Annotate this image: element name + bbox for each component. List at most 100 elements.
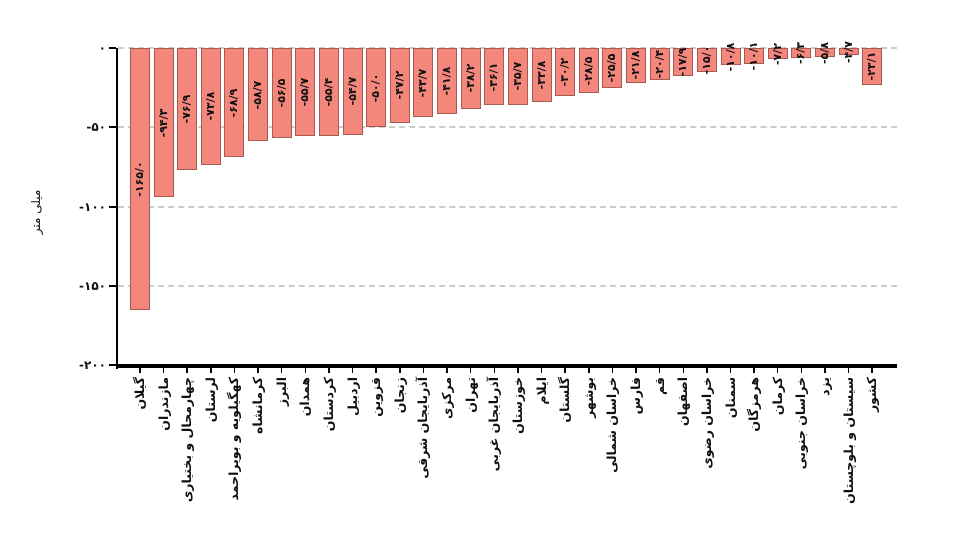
y-tick-label: -۱۵۰: [79, 278, 106, 293]
x-tick-label: سمنان: [722, 377, 738, 419]
x-tick-label: فارس: [628, 377, 644, 415]
bar: [791, 48, 812, 58]
x-tick-label: مرکزی: [439, 377, 455, 420]
x-tick-label: خراسان جنوبی: [793, 377, 809, 470]
x-tick-mark: [871, 367, 873, 373]
y-tick-label: -۱۰۰: [79, 199, 106, 214]
x-tick-label: چهارمحال و بختیاری: [179, 377, 195, 503]
x-tick-label: قزوین: [368, 377, 384, 417]
x-tick-mark: [446, 367, 448, 373]
bar-value-label: -۱۰/۱: [747, 41, 761, 71]
gridline: [118, 47, 897, 49]
bar-value-label: -۵۴/۷: [345, 76, 359, 106]
y-tick-mark: [109, 47, 116, 49]
x-tick-mark: [776, 367, 779, 373]
x-tick-label: اردبیل: [344, 377, 360, 416]
x-tick-label: ایلام: [533, 377, 549, 405]
x-tick-mark: [588, 367, 590, 373]
bar-value-label: -۵۸/۷: [251, 80, 265, 109]
bar: [224, 48, 245, 158]
x-tick-label: خراسان شمالی: [604, 377, 620, 473]
x-tick-label: زنجان: [391, 377, 407, 414]
bar: [130, 48, 150, 310]
x-tick-mark: [706, 367, 708, 373]
x-tick-label: هرمزگان: [746, 377, 762, 432]
bar: [342, 48, 363, 135]
x-tick-mark: [635, 367, 637, 373]
bar-value-label: -۳۳/۸: [534, 60, 548, 90]
bar-value-label: -۷/۲: [770, 42, 784, 65]
x-tick-mark: [847, 367, 850, 373]
x-tick-mark: [493, 367, 496, 373]
bar-value-label: -۳۶/۱: [487, 62, 501, 91]
x-tick-label: آذربایجان شرقی: [415, 377, 431, 479]
bar: [767, 48, 788, 60]
y-tick-label: ۰: [98, 41, 106, 55]
bar-value-label: -۱۰/۸: [723, 42, 737, 71]
gridline: [118, 284, 897, 287]
bar: [602, 48, 623, 89]
bar-value-label: -۶/۳: [794, 41, 808, 64]
x-tick-label: کهگیلویه و بویراحمد: [226, 377, 242, 501]
y-axis-line: [115, 48, 118, 369]
x-tick-label: قم: [651, 377, 667, 395]
x-tick-mark: [540, 367, 543, 373]
bar-value-label: -۴۷/۲: [392, 71, 406, 100]
bar: [673, 48, 694, 77]
x-axis-line: [115, 363, 897, 368]
y-axis-title: میلی متر: [29, 189, 43, 235]
x-tick-label: مازندران: [155, 377, 171, 431]
bar-value-label: -۱۵/۰: [699, 45, 713, 75]
x-tick-mark: [753, 367, 755, 373]
bar-value-label: -۷۳/۸: [203, 92, 217, 121]
bar-value-label: -۳۵/۷: [510, 61, 524, 91]
x-tick-mark: [517, 367, 519, 373]
y-tick-mark: [109, 205, 116, 208]
x-tick-mark: [658, 367, 661, 373]
x-tick-label: لرستان: [202, 377, 218, 423]
bar-value-label: -۶۸/۹: [227, 88, 241, 117]
bar: [295, 48, 316, 137]
x-tick-label: گلستان: [557, 377, 573, 423]
x-tick-mark: [257, 367, 259, 373]
x-tick-label: خراسان رضوی: [698, 377, 714, 469]
x-tick-mark: [210, 367, 212, 373]
bar: [484, 48, 505, 106]
bar: [862, 48, 883, 85]
bar: [531, 48, 552, 102]
x-tick-mark: [469, 367, 472, 373]
x-tick-label: گیلان: [132, 377, 147, 410]
bar-value-label: -۲۵/۵: [605, 53, 619, 83]
x-tick-mark: [611, 367, 614, 373]
bar-value-label: -۲۳/۱: [865, 51, 879, 81]
x-tick-mark: [800, 367, 803, 373]
bar-value-label: -۴۳/۷: [416, 68, 430, 97]
x-tick-mark: [139, 367, 141, 373]
bar: [248, 48, 269, 142]
bar: [838, 48, 859, 56]
bar-value-label: -۲۸/۵: [581, 56, 595, 85]
x-tick-mark: [186, 367, 188, 373]
bar-value-label: -۳۸/۲: [463, 63, 477, 93]
x-tick-mark: [233, 367, 236, 373]
bar: [271, 48, 292, 138]
x-tick-mark: [682, 367, 684, 373]
x-tick-mark: [824, 367, 826, 373]
bar: [460, 48, 481, 109]
plot-area: ۰ -۵۰ -۱۰۰ -۱۵۰ -۲۰۰ -۱۶۵/۰ گیلان -۹۴/۳ مازندران…: [79, 41, 897, 504]
x-tick-label: همدان: [297, 377, 313, 417]
bar-value-label: -۵۶/۵: [274, 78, 288, 108]
bar: [626, 48, 647, 83]
bar: [413, 48, 434, 118]
x-tick-label: خوزستان: [509, 377, 525, 434]
bar-value-label: -۵۵/۴: [321, 77, 335, 107]
x-tick-label: البرز: [273, 377, 289, 407]
x-tick-mark: [399, 367, 401, 373]
gridline: [118, 205, 897, 208]
bar-value-label: -۲۰/۴: [652, 49, 666, 79]
bar: [578, 48, 599, 94]
bar-value-label: -۴/۷: [841, 40, 855, 63]
x-tick-label: بوشهر: [580, 377, 596, 418]
bar: [696, 48, 717, 72]
